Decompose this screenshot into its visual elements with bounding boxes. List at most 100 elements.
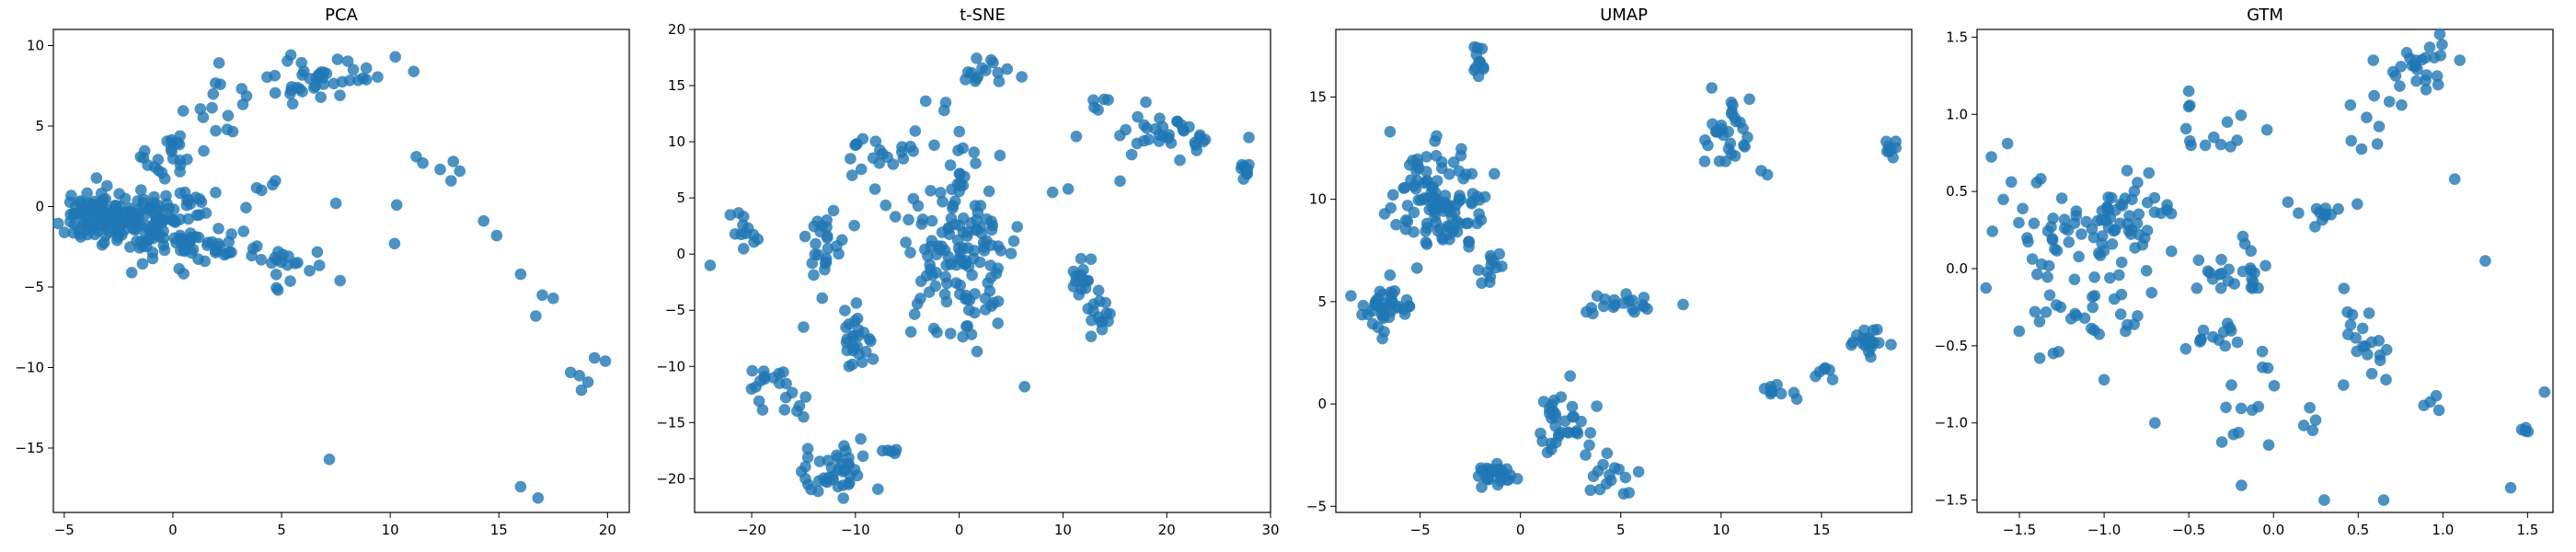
scatter-point bbox=[2141, 196, 2154, 209]
scatter-point bbox=[951, 178, 964, 190]
scatter-point bbox=[1677, 298, 1689, 311]
scatter-point bbox=[52, 217, 64, 230]
scatter-point bbox=[222, 109, 235, 121]
x-tick-label: 0.0 bbox=[2262, 522, 2284, 538]
x-axis: −5 0 5 10 15 bbox=[1410, 512, 1830, 538]
scatter-point bbox=[889, 447, 902, 460]
scatter-point bbox=[1863, 346, 1875, 358]
scatter-point bbox=[1489, 167, 1501, 180]
scatter-point bbox=[2101, 201, 2113, 213]
scatter-point bbox=[317, 78, 330, 90]
scatter-point bbox=[935, 187, 947, 199]
scatter-point bbox=[1885, 339, 1897, 351]
scatter-point bbox=[1384, 125, 1397, 138]
scatter-point bbox=[1564, 370, 1576, 383]
scatter-point bbox=[58, 226, 71, 238]
scatter-point bbox=[2344, 318, 2357, 331]
scatter-point bbox=[2383, 96, 2396, 108]
scatter-point bbox=[909, 125, 922, 137]
axes-frame bbox=[694, 29, 1271, 513]
scatter-point bbox=[1545, 443, 1558, 455]
scatter-point bbox=[2047, 213, 2059, 224]
y-tick-label: −5 bbox=[1306, 498, 1327, 514]
scatter-point bbox=[221, 123, 234, 135]
scatter-point bbox=[939, 270, 951, 283]
scatter-point bbox=[1722, 125, 1734, 138]
scatter-point bbox=[1857, 338, 1869, 350]
scatter-point bbox=[174, 213, 186, 225]
scatter-point bbox=[1425, 191, 1438, 203]
scatter-point bbox=[848, 219, 860, 232]
scatter-point bbox=[308, 82, 320, 94]
x-tick-label: 0 bbox=[955, 522, 964, 538]
scatter-point bbox=[967, 252, 980, 265]
scatter-point bbox=[1384, 269, 1397, 282]
scatter-point bbox=[926, 235, 938, 247]
scatter-point bbox=[2029, 305, 2041, 318]
scatter-point bbox=[1555, 391, 1568, 403]
x-axis: −20 −10 0 10 20 30 bbox=[737, 512, 1280, 538]
scatter-point bbox=[1460, 217, 1473, 230]
scatter-point bbox=[2245, 282, 2258, 293]
scatter-point bbox=[952, 144, 964, 156]
scatter-point bbox=[1504, 469, 1516, 481]
scatter-point bbox=[1484, 276, 1496, 289]
scatter-point bbox=[954, 167, 966, 180]
scatter-point bbox=[2365, 336, 2378, 349]
scatter-point bbox=[2363, 307, 2375, 319]
scatter-point bbox=[2005, 176, 2018, 189]
scatter-point bbox=[2225, 379, 2237, 391]
scatter-point bbox=[197, 111, 210, 123]
scatter-point bbox=[2033, 352, 2046, 364]
scatter-point bbox=[1471, 190, 1484, 202]
scatter-point bbox=[2182, 85, 2195, 98]
scatter-point bbox=[1591, 290, 1604, 303]
scatter-point bbox=[138, 193, 150, 206]
scatter-point bbox=[240, 201, 252, 213]
y-tick-label: −1.5 bbox=[1935, 492, 1968, 509]
panel-pca: PCA −5 0 5 10 15 20 −15 −10 −5 0 5 10 bbox=[15, 6, 630, 538]
scatter-point bbox=[2389, 70, 2402, 82]
scatter-point bbox=[1420, 236, 1432, 248]
scatter-point bbox=[2432, 404, 2445, 417]
scatter-point bbox=[1980, 282, 1992, 294]
scatter-point bbox=[1607, 301, 1619, 314]
scatter-point bbox=[860, 345, 872, 358]
scatter-point bbox=[922, 250, 934, 262]
scatter-point bbox=[2126, 193, 2138, 205]
scatter-point bbox=[2106, 238, 2119, 250]
scatter-point bbox=[2377, 494, 2390, 506]
scatter-point bbox=[160, 190, 172, 202]
scatter-point bbox=[957, 226, 970, 238]
scatter-point bbox=[821, 214, 833, 226]
scatter-point bbox=[925, 185, 937, 197]
scatter-point bbox=[992, 240, 1005, 252]
scatter-point bbox=[778, 404, 791, 416]
scatter-point bbox=[111, 231, 124, 243]
scatter-point bbox=[1075, 270, 1087, 283]
x-tick-label: 10 bbox=[382, 522, 399, 538]
scatter-point bbox=[1085, 253, 1098, 266]
scatter-point bbox=[210, 77, 222, 89]
scatter-point bbox=[125, 267, 138, 279]
scatter-point bbox=[970, 224, 983, 236]
scatter-point bbox=[2219, 339, 2231, 352]
scatter-point bbox=[447, 155, 460, 167]
scatter-point bbox=[1143, 133, 1155, 145]
scatter-point bbox=[1447, 156, 1460, 168]
scatter-point bbox=[237, 225, 250, 237]
scatter-point bbox=[304, 265, 316, 277]
scatter-point bbox=[2309, 221, 2321, 233]
scatter-point bbox=[843, 360, 856, 373]
scatter-point bbox=[2115, 288, 2128, 301]
scatter-point bbox=[2436, 39, 2448, 51]
scatter-point bbox=[315, 91, 328, 103]
scatter-point bbox=[756, 404, 769, 416]
scatter-point bbox=[827, 204, 840, 217]
scatter-point bbox=[1699, 134, 1711, 146]
scatter-point bbox=[937, 195, 949, 208]
scatter-point bbox=[1397, 303, 1410, 316]
scatter-point bbox=[2028, 217, 2041, 230]
chart-title: PCA bbox=[325, 6, 358, 25]
scatter-point bbox=[1092, 284, 1105, 297]
